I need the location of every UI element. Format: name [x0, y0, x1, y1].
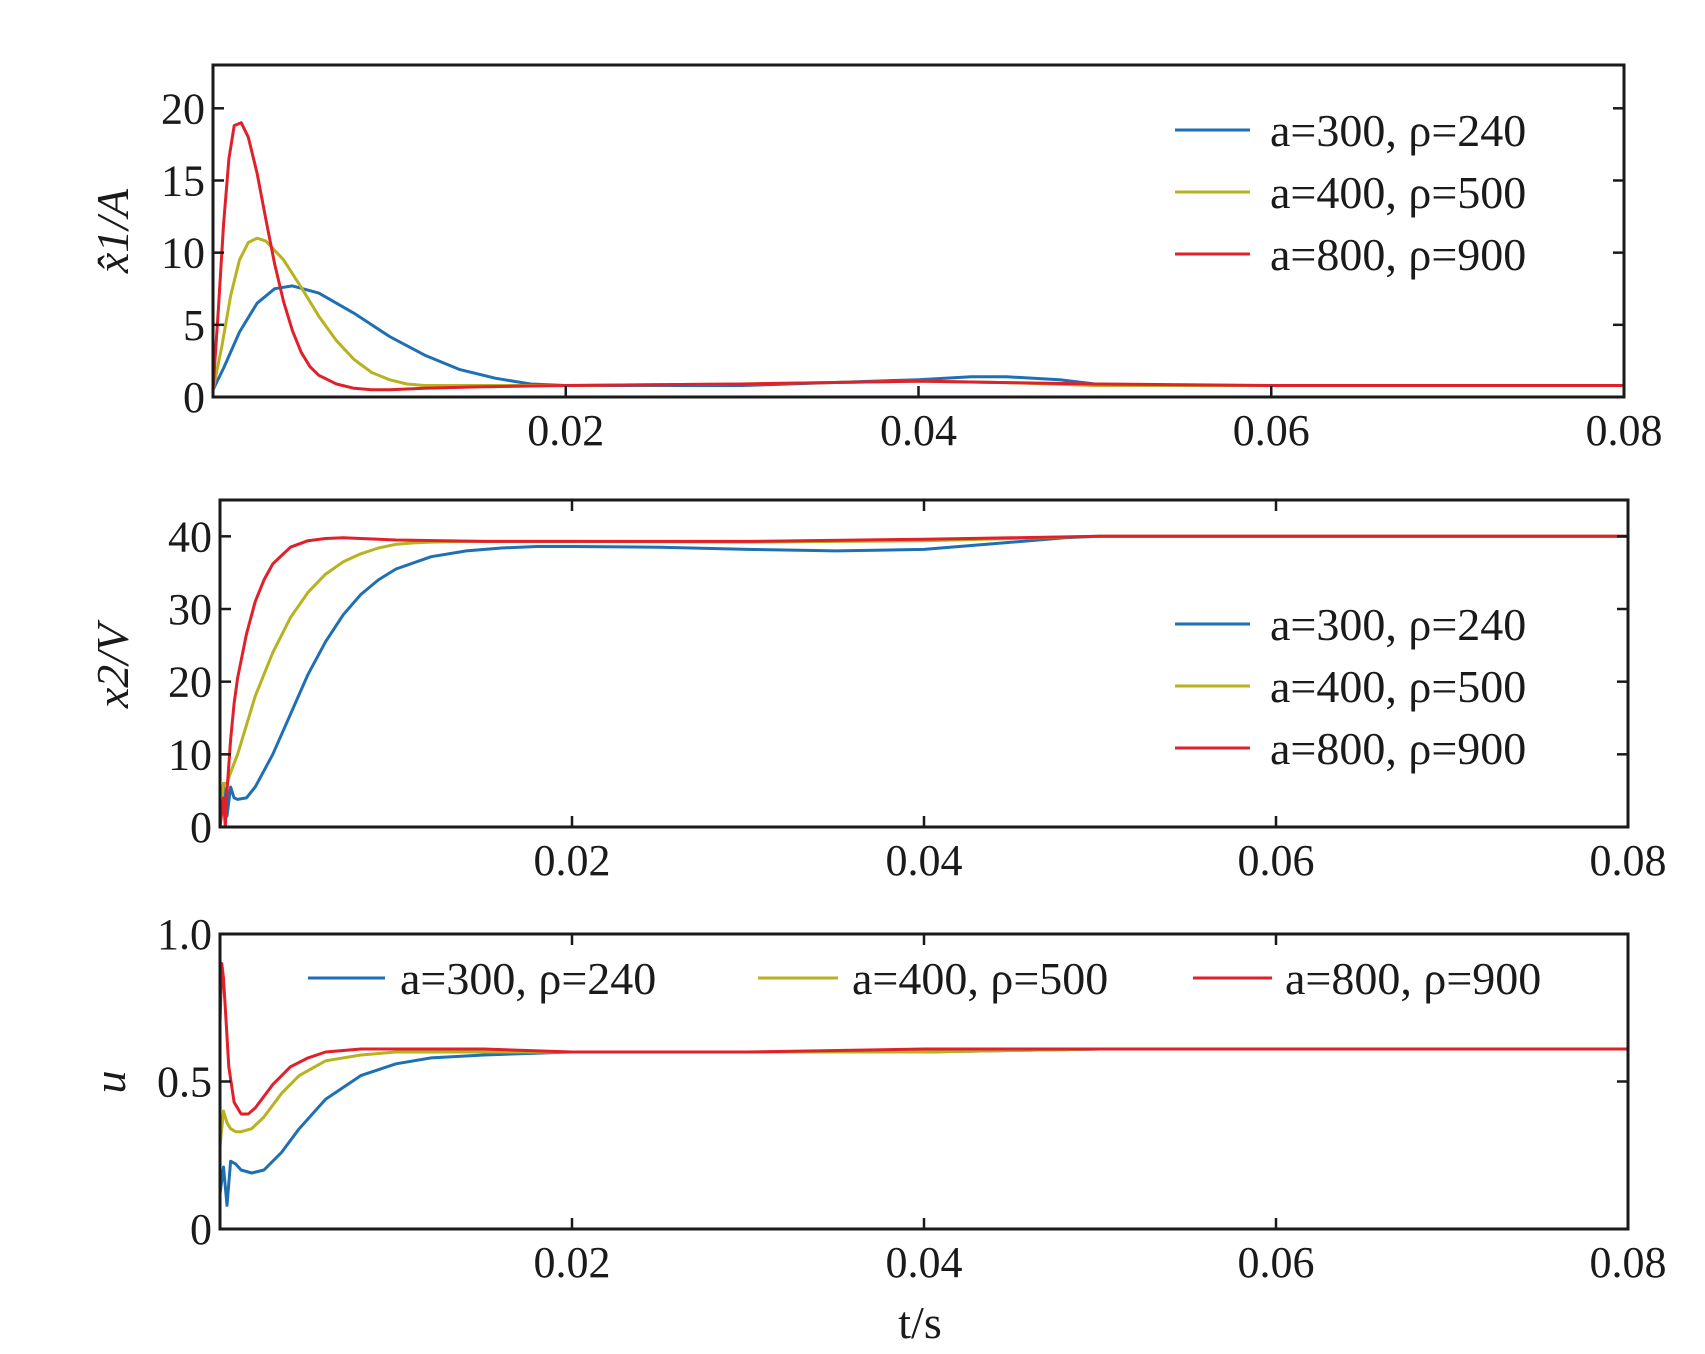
legend-label-2: a=400, ρ=500 — [1270, 661, 1526, 712]
legend-label-3: a=800, ρ=900 — [1270, 229, 1526, 280]
x-tick-label: 0.02 — [534, 1238, 611, 1287]
legend-label-1: a=300, ρ=240 — [1270, 105, 1526, 156]
legend: a=300, ρ=240 a=400, ρ=500 a=800, ρ=900 — [1175, 105, 1526, 280]
x-axis-label: t/s — [898, 1297, 941, 1348]
x-tick-label: 0.08 — [1590, 1238, 1667, 1287]
y-tick-label: 0 — [190, 1205, 212, 1254]
series-line-3 — [220, 534, 1628, 827]
x-tick-label: 0.04 — [886, 836, 963, 885]
y-tick-label: 20 — [168, 658, 212, 707]
legend-label-3: a=800, ρ=900 — [1285, 953, 1541, 1004]
series-line-2 — [220, 1047, 1628, 1148]
series-line-1 — [220, 534, 1628, 827]
y-tick-label: 15 — [161, 156, 205, 205]
legend-label-2: a=400, ρ=500 — [1270, 167, 1526, 218]
legend: a=300, ρ=240 a=400, ρ=500 a=800, ρ=900 — [1175, 599, 1526, 774]
y-tick-label: 10 — [161, 229, 205, 278]
chart-panel-1: 0.02 0.04 0.06 0.08 0 5 10 15 20 x̂1/A a=300, ρ=24… — [87, 63, 1663, 455]
y-axis-label: u — [84, 1071, 135, 1094]
series-line-1 — [220, 1047, 1628, 1207]
y-axis-label: x2/V — [87, 619, 138, 709]
y-tick-label: 20 — [161, 84, 205, 133]
x-tick-label: 0.08 — [1586, 406, 1663, 455]
chart-panel-2: 0.02 0.04 0.06 0.08 0 10 20 30 40 x2/V a=300, ρ=24… — [87, 498, 1667, 885]
x-tick-label: 0.08 — [1590, 836, 1667, 885]
y-tick-label: 30 — [168, 585, 212, 634]
y-axis-label: x̂1/A — [87, 188, 138, 274]
x-tick-label: 0.06 — [1233, 406, 1310, 455]
y-tick-label: 10 — [168, 730, 212, 779]
y-tick-label: 5 — [183, 301, 205, 350]
x-tick-label: 0.04 — [880, 406, 957, 455]
y-tick-label: 0 — [183, 373, 205, 422]
series-line-3 — [213, 121, 1624, 392]
x-tick-label: 0.02 — [534, 836, 611, 885]
legend-label-2: a=400, ρ=500 — [852, 953, 1108, 1004]
y-tick-label: 0.5 — [157, 1058, 212, 1107]
x-tick-label: 0.02 — [527, 406, 604, 455]
legend-label-1: a=300, ρ=240 — [400, 953, 656, 1004]
series-line-3 — [220, 962, 1628, 1116]
x-tick-label: 0.06 — [1238, 1238, 1315, 1287]
legend-label-1: a=300, ρ=240 — [1270, 599, 1526, 650]
y-tick-label: 1.0 — [157, 910, 212, 959]
x-tick-label: 0.06 — [1238, 836, 1315, 885]
legend-label-3: a=800, ρ=900 — [1270, 723, 1526, 774]
x-tick-label: 0.04 — [886, 1238, 963, 1287]
legend: a=300, ρ=240 a=400, ρ=500 a=800, ρ=900 — [308, 953, 1541, 1004]
series-line-1 — [213, 284, 1624, 392]
y-tick-label: 40 — [168, 512, 212, 561]
y-tick-label: 0 — [190, 803, 212, 852]
